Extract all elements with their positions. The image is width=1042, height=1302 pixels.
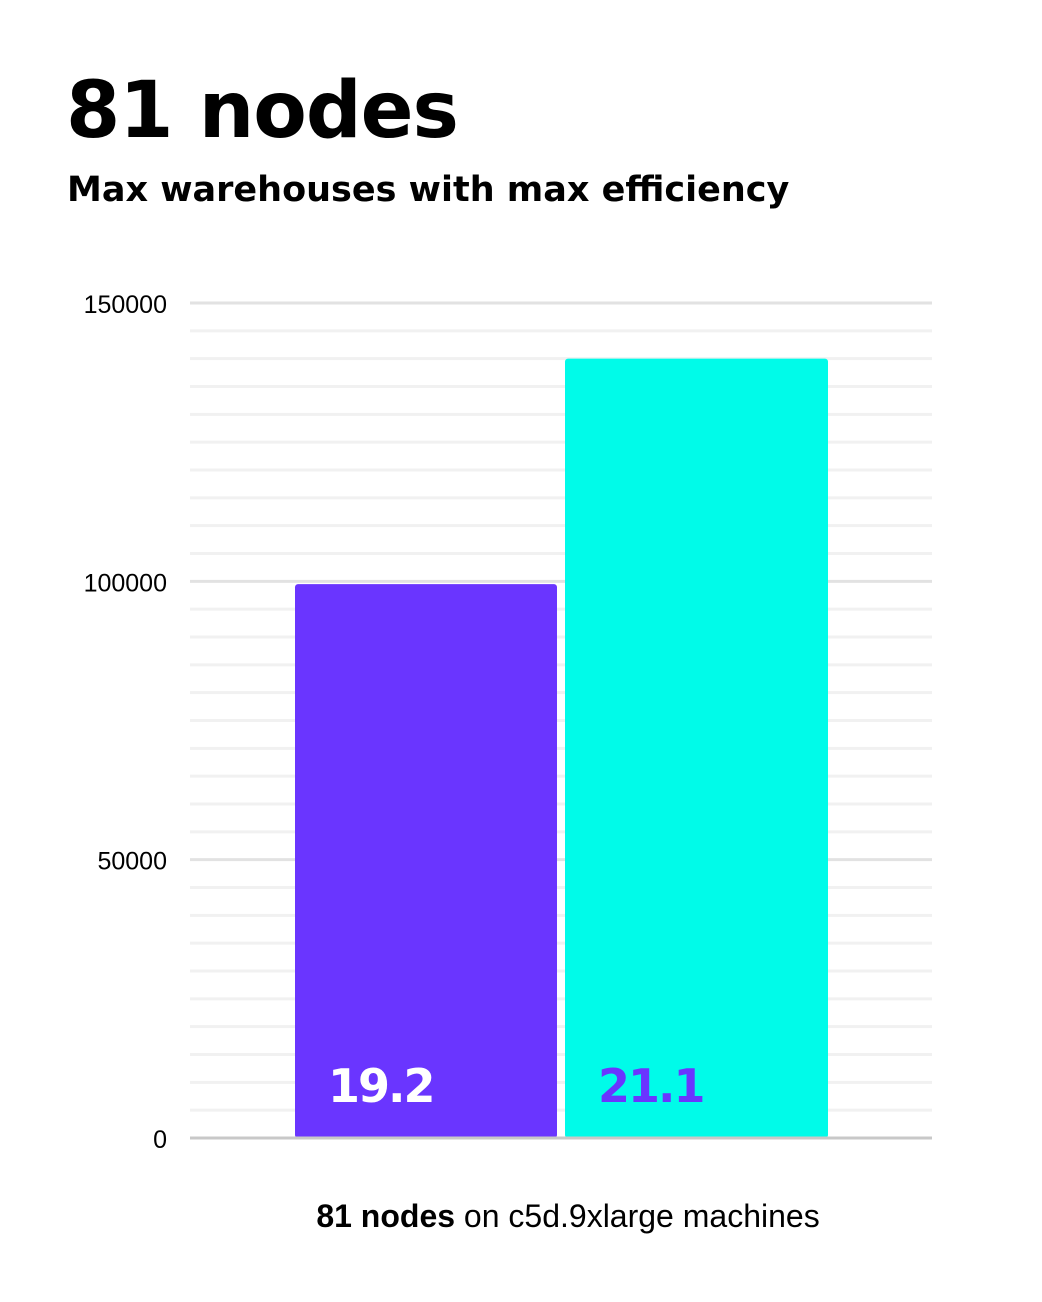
bar-data-label: 19.2	[328, 1059, 434, 1113]
x-axis-label-rest: on c5d.9xlarge machines	[455, 1198, 820, 1234]
bar-1	[295, 584, 557, 1138]
y-tick-label: 150000	[84, 291, 167, 319]
y-tick-label: 100000	[84, 569, 167, 597]
chart-title: 81 nodes	[66, 66, 459, 156]
x-axis-label: 81 nodes on c5d.9xlarge machines	[0, 1198, 1042, 1235]
bar-2	[565, 358, 828, 1139]
x-axis-label-bold: 81 nodes	[316, 1198, 456, 1234]
bar-data-label: 21.1	[598, 1059, 704, 1113]
chart-subtitle: Max warehouses with max efficiency	[67, 170, 790, 210]
y-tick-label: 0	[153, 1126, 167, 1154]
y-tick-label: 50000	[97, 848, 167, 876]
